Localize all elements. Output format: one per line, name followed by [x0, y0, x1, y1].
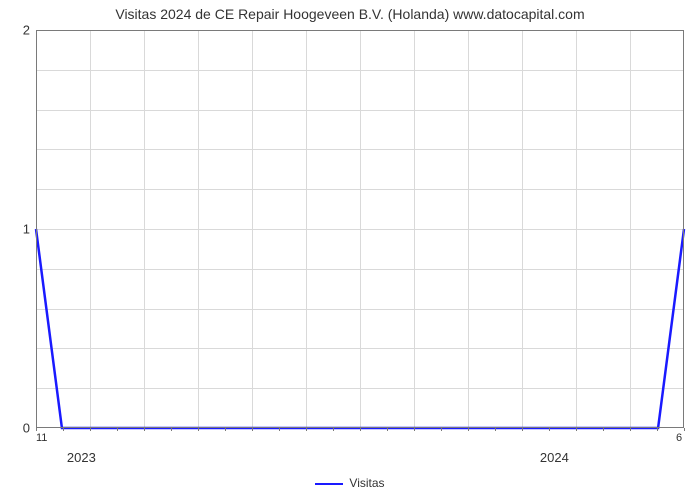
x-minor-tick [360, 428, 361, 431]
x-minor-tick [171, 428, 172, 431]
x-minor-tick [657, 428, 658, 431]
x-minor-tick [549, 428, 550, 431]
y-tick-label: 0 [23, 421, 36, 436]
series-polyline [36, 229, 684, 428]
x-minor-tick [36, 428, 37, 431]
series-line-layer [36, 30, 684, 428]
x-tick-label: 2023 [67, 428, 96, 465]
x-minor-tick [333, 428, 334, 431]
x-minor-tick [117, 428, 118, 431]
x-minor-tick [90, 428, 91, 431]
x-minor-tick [279, 428, 280, 431]
x-minor-tick [198, 428, 199, 431]
x-minor-tick [495, 428, 496, 431]
x-minor-tick [468, 428, 469, 431]
x-minor-tick [225, 428, 226, 431]
corner-label-bottom-left: 11 [36, 432, 47, 444]
x-minor-tick [414, 428, 415, 431]
y-tick-label: 2 [23, 23, 36, 38]
legend-label: Visitas [349, 476, 384, 490]
x-minor-tick [387, 428, 388, 431]
x-minor-tick [522, 428, 523, 431]
x-minor-tick [441, 428, 442, 431]
plot-area: 01220232024 [36, 30, 684, 428]
y-tick-label: 1 [23, 222, 36, 237]
x-minor-tick [684, 428, 685, 431]
legend: Visitas [0, 476, 700, 490]
x-minor-tick [630, 428, 631, 431]
x-minor-tick [144, 428, 145, 431]
corner-label-bottom-right: 6 [676, 432, 682, 444]
x-minor-tick [576, 428, 577, 431]
x-minor-tick [252, 428, 253, 431]
x-minor-tick [603, 428, 604, 431]
x-minor-tick [306, 428, 307, 431]
x-minor-tick [63, 428, 64, 431]
chart-title: Visitas 2024 de CE Repair Hoogeveen B.V.… [0, 6, 700, 22]
x-tick-label: 2024 [540, 428, 569, 465]
legend-line-swatch [315, 483, 343, 485]
